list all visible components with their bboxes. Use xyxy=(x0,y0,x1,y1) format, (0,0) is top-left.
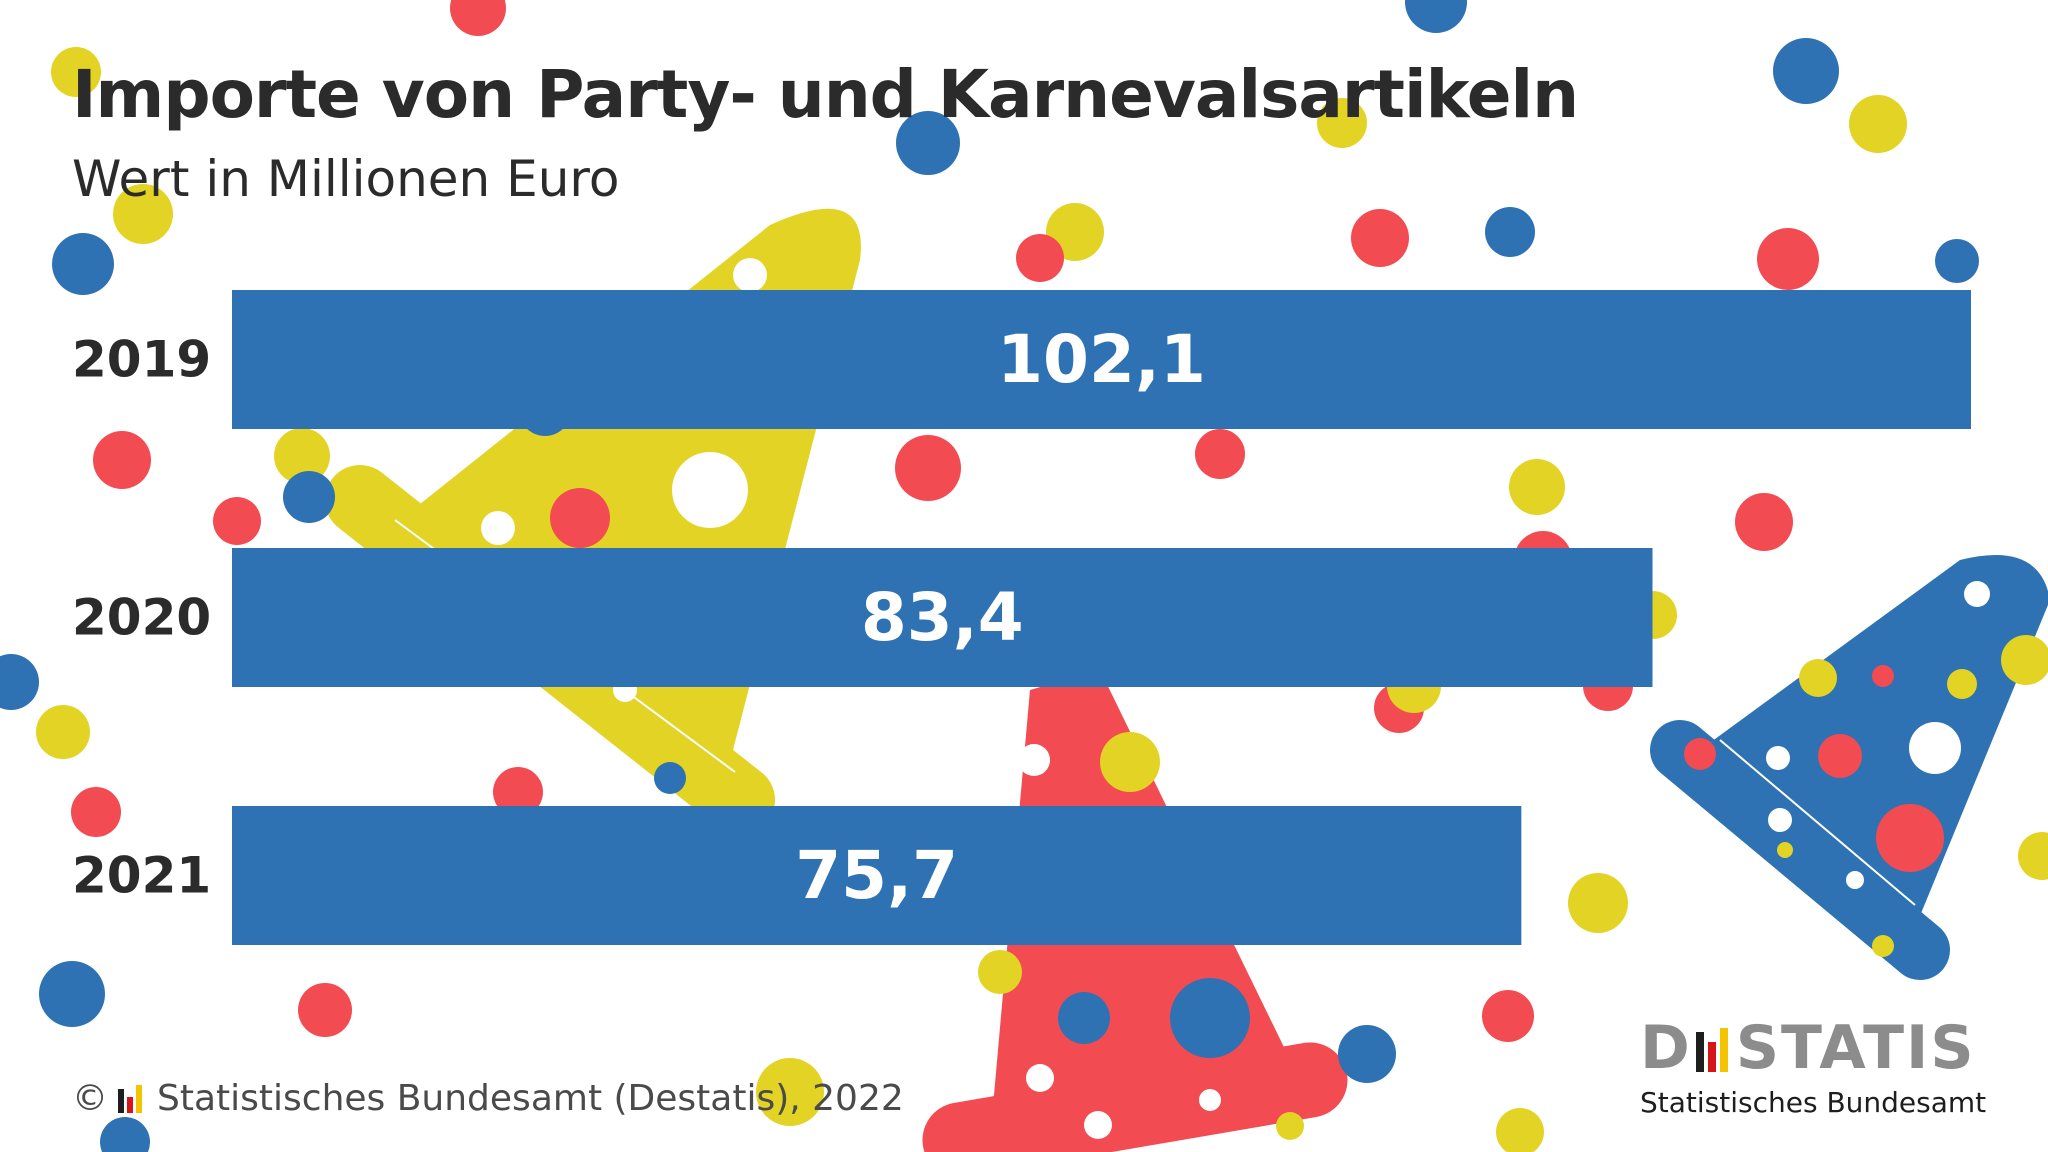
logo-flag-bars-icon xyxy=(1695,1028,1732,1072)
logo-brand-end: STATIS xyxy=(1735,1013,1976,1083)
value-label-2019: 102,1 xyxy=(997,321,1206,398)
copyright-symbol: © xyxy=(72,1078,108,1119)
source-footer: © Statistisches Bundesamt (Destatis), 20… xyxy=(72,1078,904,1119)
logo-brand-start: D xyxy=(1640,1013,1692,1083)
value-label-2021: 75,7 xyxy=(795,837,958,914)
destatis-logo: D STATIS Statistisches Bundesamt xyxy=(1640,1018,1986,1119)
category-label-2021: 2021 xyxy=(72,847,211,905)
chart-subtitle: Wert in Millionen Euro xyxy=(72,150,620,208)
chart-title: Importe von Party- und Karnevalsartikeln xyxy=(72,56,1579,133)
source-text: Statistisches Bundesamt (Destatis), 2022 xyxy=(157,1078,904,1119)
category-label-2019: 2019 xyxy=(72,331,211,389)
destatis-mini-logo-icon xyxy=(118,1084,145,1113)
bar-2020 xyxy=(232,548,1653,687)
value-label-2020: 83,4 xyxy=(861,579,1024,656)
bar-2019 xyxy=(232,290,1971,429)
category-label-2020: 2020 xyxy=(72,589,211,647)
logo-organisation: Statistisches Bundesamt xyxy=(1640,1086,1987,1119)
blue-party-hat-decoration xyxy=(1650,555,2048,980)
bar-2021 xyxy=(232,806,1522,945)
